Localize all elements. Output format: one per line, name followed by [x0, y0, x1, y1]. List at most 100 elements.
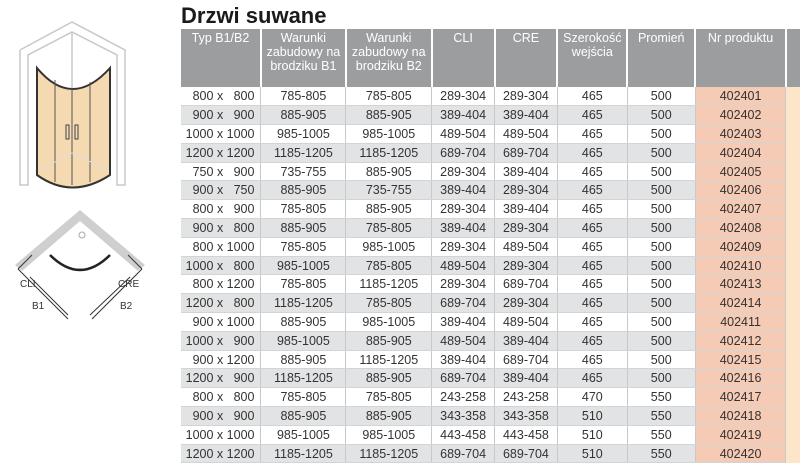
cell-extra	[785, 237, 800, 257]
cell-entry-width: 465	[557, 124, 628, 144]
cell-b2-range: 885-905	[345, 331, 433, 351]
cell-cre: 289-304	[494, 256, 558, 276]
cell-cli: 689-704	[431, 293, 495, 314]
cell-b1-range: 785-805	[260, 274, 347, 295]
cell-product-number: 402419	[695, 425, 787, 445]
cell-entry-width: 465	[557, 368, 628, 389]
cell-radius: 500	[627, 350, 696, 370]
cell-b1-range: 1185-1205	[260, 444, 347, 464]
table-header-row: Typ B1/B2 Warunki zabudowy na brodziku B1…	[181, 29, 800, 87]
cell-extra	[785, 105, 800, 125]
cell-b1-range: 985-1005	[260, 124, 347, 144]
cell-product-number: 402420	[695, 444, 787, 464]
cell-type: 900 x 900	[181, 406, 262, 426]
table-row: 800 x 800 785-805 785-805 243-258 243-258 470…	[181, 387, 800, 408]
cell-product-number: 402411	[695, 312, 787, 332]
cell-type: 1000 x 1000	[181, 124, 262, 144]
table-row: 1000 x 800 985-1005 785-805 489-504 289-304 4…	[181, 256, 800, 276]
cell-radius: 500	[627, 124, 696, 144]
cell-radius: 550	[627, 387, 696, 408]
cell-type: 1200 x 1200	[181, 143, 262, 163]
table-row: 1200 x 800 1185-1205 785-805 689-704 289-304…	[181, 293, 800, 314]
cell-extra	[785, 312, 800, 332]
cell-extra	[785, 406, 800, 426]
cell-entry-width: 465	[557, 331, 628, 351]
cell-radius: 550	[627, 444, 696, 464]
cell-radius: 500	[627, 143, 696, 163]
cell-type: 900 x 900	[181, 105, 262, 126]
cell-b1-range: 885-905	[260, 312, 347, 332]
table-row: 1000 x 900 985-1005 885-905 489-504 389-404 4…	[181, 331, 800, 351]
cell-extra	[785, 274, 800, 294]
table-row: 900 x 900 885-905 885-905 389-404 389-404 465…	[181, 105, 800, 126]
cell-radius: 500	[627, 256, 696, 276]
cell-b2-range: 985-1005	[345, 425, 433, 445]
cell-extra	[785, 444, 800, 463]
cell-b1-range: 785-805	[260, 237, 347, 257]
cell-radius: 500	[627, 368, 696, 389]
cell-cli: 289-304	[431, 162, 495, 182]
cell-radius: 500	[627, 293, 696, 314]
column-header-entry-width: Szerokość wejścia	[557, 29, 629, 87]
cell-b2-range: 785-805	[345, 218, 433, 238]
cell-radius: 500	[627, 274, 696, 295]
cell-product-number: 402408	[695, 218, 787, 238]
cell-extra	[785, 87, 800, 106]
cell-type: 1200 x 800	[181, 293, 262, 314]
cell-cli: 289-304	[431, 237, 495, 257]
cell-entry-width: 465	[557, 162, 628, 182]
cell-product-number: 402416	[695, 368, 787, 389]
cell-b1-range: 885-905	[260, 406, 347, 426]
cell-radius: 500	[627, 87, 696, 107]
page-title: Drzwi suwane	[181, 3, 327, 28]
cell-radius: 500	[627, 162, 696, 182]
cell-cre: 389-404	[494, 162, 558, 182]
cell-b1-range: 885-905	[260, 180, 347, 201]
cell-cli: 689-704	[431, 368, 495, 389]
cell-cli: 489-504	[431, 124, 495, 144]
cell-entry-width: 465	[557, 237, 628, 257]
cell-cre: 289-304	[494, 180, 558, 201]
cell-b2-range: 785-805	[345, 256, 433, 276]
cell-product-number: 402417	[695, 387, 787, 408]
cell-extra	[785, 218, 800, 238]
table-row: 1200 x 900 1185-1205 885-905 689-704 389-404…	[181, 368, 800, 389]
cell-type: 750 x 900	[181, 162, 262, 182]
column-header-cli: CLI	[431, 29, 496, 87]
cell-extra	[785, 143, 800, 163]
cell-cre: 289-304	[494, 87, 558, 107]
table-row: 800 x 900 785-805 885-905 289-304 389-404 465…	[181, 199, 800, 220]
cell-type: 800 x 1000	[181, 237, 262, 257]
column-header-cre: CRE	[494, 29, 559, 87]
cell-product-number: 402406	[695, 180, 787, 201]
cell-b1-range: 785-805	[260, 87, 347, 107]
cell-b2-range: 1185-1205	[345, 350, 433, 370]
cell-type: 800 x 1200	[181, 274, 262, 295]
cell-b1-range: 885-905	[260, 218, 347, 238]
cell-b2-range: 985-1005	[345, 237, 433, 257]
cell-extra	[785, 331, 800, 351]
cell-cre: 689-704	[494, 444, 558, 464]
cell-b1-range: 1185-1205	[260, 368, 347, 389]
cell-b1-range: 885-905	[260, 105, 347, 126]
cell-type: 900 x 1000	[181, 312, 262, 332]
cell-radius: 500	[627, 237, 696, 257]
cell-product-number: 402402	[695, 105, 787, 126]
table-row: 900 x 750 885-905 735-755 389-404 289-304 465…	[181, 180, 800, 201]
cell-entry-width: 510	[557, 406, 628, 426]
cell-type: 900 x 750	[181, 180, 262, 201]
cell-type: 800 x 800	[181, 387, 262, 408]
cell-cre: 243-258	[494, 387, 558, 408]
cre-label: CRE	[118, 279, 139, 290]
cell-cli: 389-404	[431, 218, 495, 238]
cell-b1-range: 1185-1205	[260, 143, 347, 163]
cell-b2-range: 1185-1205	[345, 444, 433, 464]
cell-cli: 243-258	[431, 387, 495, 408]
cell-product-number: 402410	[695, 256, 787, 276]
table-row: 900 x 1000 885-905 985-1005 389-404 489-504 4…	[181, 312, 800, 332]
cell-b2-range: 885-905	[345, 368, 433, 389]
cell-cli: 689-704	[431, 143, 495, 163]
cell-entry-width: 470	[557, 387, 628, 408]
cell-entry-width: 510	[557, 425, 628, 445]
cell-extra	[785, 162, 800, 181]
